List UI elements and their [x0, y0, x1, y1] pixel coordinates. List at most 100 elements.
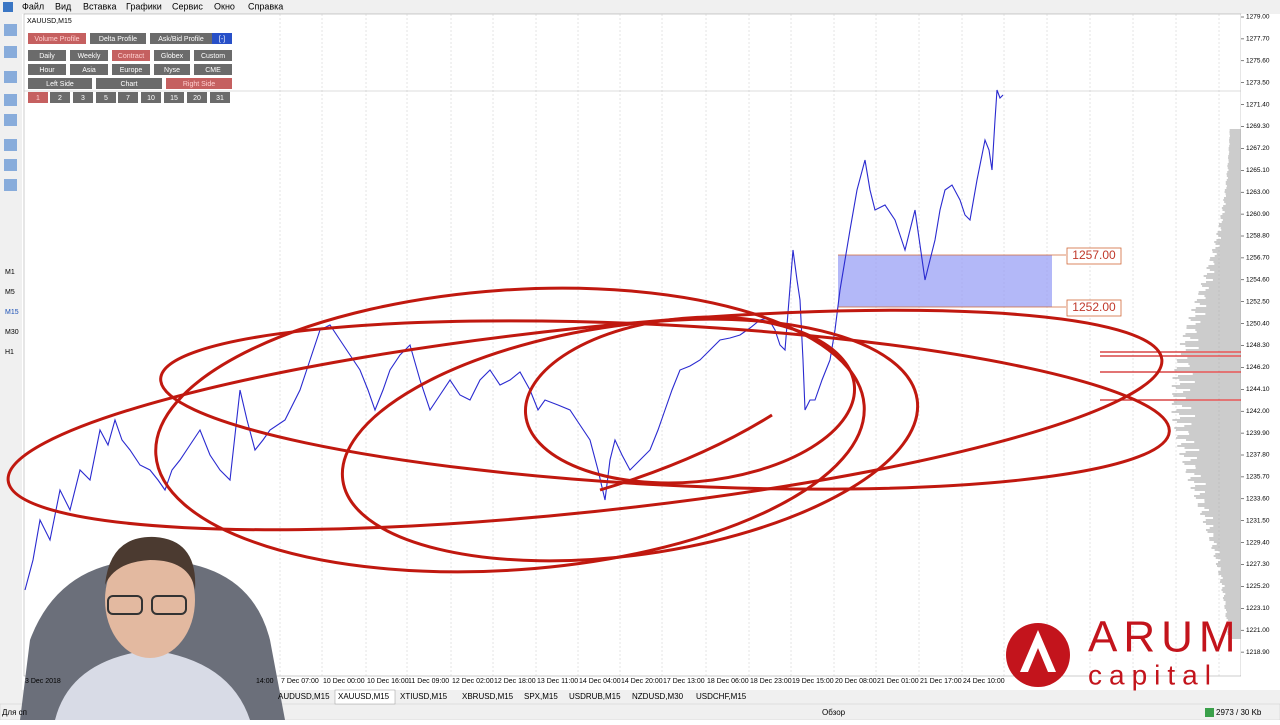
panel-button[interactable] — [28, 33, 86, 44]
panel-button[interactable] — [70, 50, 108, 61]
price-line — [24, 89, 1004, 591]
menu-item[interactable]: Сервис — [172, 1, 203, 11]
panel-button[interactable] — [73, 92, 93, 103]
panel-button[interactable] — [28, 78, 92, 89]
toolbar-icon[interactable] — [4, 159, 17, 171]
timeframe-button[interactable]: M1 — [5, 269, 15, 276]
menu-item[interactable]: Файл — [22, 1, 44, 11]
menu-item[interactable]: Графики — [126, 1, 162, 11]
panel-button-label[interactable]: Chart — [120, 81, 137, 88]
chart-tab[interactable]: AUDUSD,M15 — [278, 692, 330, 701]
grid — [279, 14, 1244, 676]
toolbar-icon[interactable] — [4, 139, 17, 151]
panel-button-label[interactable]: 1 — [36, 95, 40, 102]
panel-button[interactable] — [112, 50, 150, 61]
toolbar-icon[interactable] — [4, 94, 17, 106]
panel-button-label[interactable]: Nyse — [164, 67, 180, 74]
panel-button[interactable] — [166, 78, 232, 89]
chart-tab[interactable]: USDRUB,M15 — [569, 692, 621, 701]
panel-button-label[interactable]: [-] — [219, 36, 225, 43]
menu-item[interactable]: Справка — [248, 1, 283, 11]
panel-button[interactable] — [141, 92, 161, 103]
panel-button[interactable] — [28, 50, 66, 61]
panel-button[interactable] — [96, 92, 116, 103]
chart-tab[interactable]: XTIUSD,M15 — [400, 692, 448, 701]
menu-item[interactable]: Окно — [214, 1, 235, 11]
zone-label: 1252.00 — [1072, 300, 1116, 314]
panel-button-label[interactable]: Ask/Bid Profile — [158, 36, 204, 43]
panel-button-label[interactable]: Hour — [39, 67, 55, 74]
panel-button-label[interactable]: 2 — [58, 95, 62, 102]
panel-button[interactable] — [194, 64, 232, 75]
timeframe-button[interactable]: M5 — [5, 289, 15, 296]
chart-tab[interactable]: XBRUSD,M15 — [462, 692, 514, 701]
glasses — [107, 595, 143, 615]
panel-button-label[interactable]: Europe — [120, 67, 143, 74]
panel-button-label[interactable]: Custom — [201, 53, 225, 60]
price-label: 1269.30 — [1246, 123, 1270, 130]
panel-button-label[interactable]: 10 — [147, 95, 155, 102]
panel-button-label[interactable]: 15 — [170, 95, 178, 102]
panel-button[interactable] — [194, 50, 232, 61]
panel-button[interactable] — [70, 64, 108, 75]
panel-button-label[interactable]: Globex — [161, 53, 184, 60]
menu-item[interactable]: Вставка — [83, 1, 116, 11]
panel-button[interactable] — [118, 92, 138, 103]
chart-tab[interactable]: XAUUSD,M15 — [338, 692, 390, 701]
panel-button[interactable] — [154, 64, 190, 75]
panel-button[interactable] — [150, 33, 212, 44]
price-label: 1239.90 — [1246, 430, 1270, 437]
chart-tab[interactable]: NZDUSD,M30 — [632, 692, 684, 701]
panel-button[interactable] — [90, 33, 146, 44]
timeframe-button[interactable]: M15 — [5, 309, 19, 316]
panel-button[interactable] — [96, 78, 162, 89]
panel-button-label[interactable]: 5 — [104, 95, 108, 102]
panel-button[interactable] — [50, 92, 70, 103]
price-axis — [1241, 14, 1280, 690]
panel-button[interactable] — [212, 33, 232, 44]
panel-button[interactable] — [28, 64, 66, 75]
panel-button[interactable] — [154, 50, 190, 61]
panel-button-label[interactable]: Weekly — [78, 53, 101, 60]
panel-button-label[interactable]: Left Side — [46, 81, 74, 88]
panel-button-label[interactable]: Asia — [82, 67, 96, 74]
toolbar-icon[interactable] — [4, 71, 17, 83]
timeframe-button[interactable]: H1 — [5, 349, 14, 356]
toolbar-icon[interactable] — [4, 46, 17, 58]
toolbar-icon[interactable] — [4, 114, 17, 126]
hair — [105, 536, 196, 590]
annotation-ellipse — [523, 315, 857, 485]
panel-button-label[interactable]: Delta Profile — [99, 36, 137, 43]
toolbar-icon[interactable] — [4, 24, 17, 36]
price-label: 1277.70 — [1246, 36, 1270, 43]
panel-button[interactable] — [187, 92, 207, 103]
panel-button[interactable] — [210, 92, 230, 103]
panel-button-label[interactable]: 20 — [193, 95, 201, 102]
panel-button-label[interactable]: Volume Profile — [34, 36, 79, 43]
time-label: 21 Dec 17:00 — [920, 678, 962, 685]
panel-button-label[interactable]: 3 — [81, 95, 85, 102]
status-middle: Обзор — [822, 708, 846, 717]
chart-tab[interactable]: SPX,M15 — [524, 692, 558, 701]
price-label: 1221.00 — [1246, 627, 1270, 634]
time-label: 14:00 — [256, 678, 274, 685]
panel-button-label[interactable]: Right Side — [183, 81, 215, 88]
panel-button[interactable] — [164, 92, 184, 103]
panel-button-label[interactable]: 31 — [216, 95, 224, 102]
panel-button-label[interactable]: Contract — [118, 53, 145, 60]
panel-button[interactable] — [112, 64, 150, 75]
panel-button-label[interactable]: 7 — [126, 95, 130, 102]
glasses — [151, 595, 187, 615]
price-label: 1263.00 — [1246, 189, 1270, 196]
timeframe-button[interactable]: M30 — [5, 329, 19, 336]
price-label: 1265.10 — [1246, 167, 1270, 174]
panel-button-label[interactable]: CME — [205, 67, 221, 74]
menu-item[interactable]: Вид — [55, 1, 72, 11]
chart-tab[interactable]: USDCHF,M15 — [696, 692, 747, 701]
price-label: 1233.60 — [1246, 496, 1270, 503]
panel-button[interactable] — [28, 92, 48, 103]
labels: Файл Вид Вставка Графики Сервис Окно Справка XA… — [2, 1, 1270, 717]
toolbar-icon[interactable] — [4, 179, 17, 191]
panel-button-label[interactable]: Daily — [39, 53, 55, 60]
